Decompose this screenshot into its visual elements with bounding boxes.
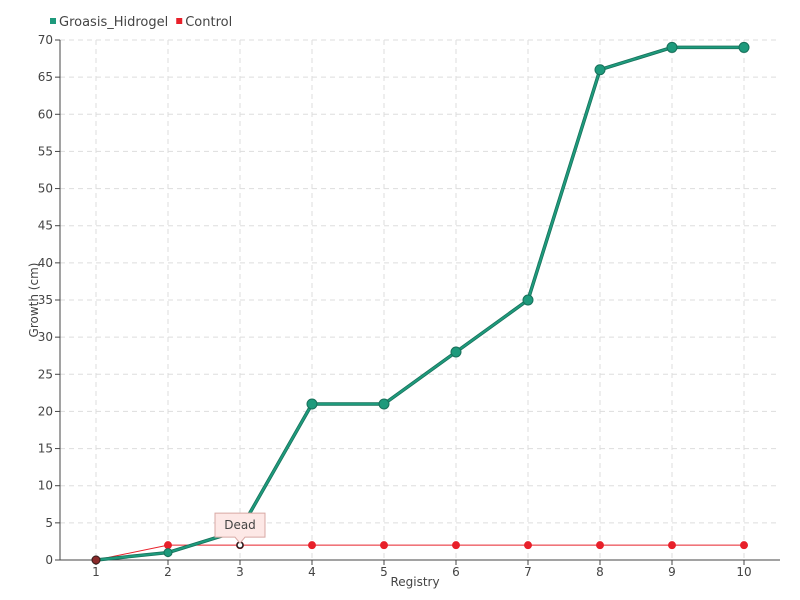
data-point[interactable] bbox=[666, 41, 678, 53]
y-tick-label: 40 bbox=[38, 256, 53, 270]
series-line bbox=[95, 46, 744, 561]
x-tick-label: 3 bbox=[236, 565, 244, 579]
annotation-text: Dead bbox=[224, 518, 256, 532]
data-point[interactable] bbox=[740, 541, 748, 550]
legend-label[interactable]: Groasis_Hidrogel bbox=[59, 15, 168, 30]
x-tick-label: 4 bbox=[308, 565, 316, 579]
x-tick-label: 2 bbox=[164, 565, 172, 579]
data-point[interactable] bbox=[308, 541, 316, 550]
y-tick-label: 35 bbox=[38, 293, 53, 307]
series-groasis-hidrogel bbox=[91, 41, 750, 565]
data-point[interactable] bbox=[594, 64, 606, 76]
data-point[interactable] bbox=[378, 398, 390, 410]
data-point[interactable] bbox=[452, 541, 460, 550]
x-tick-label: 1 bbox=[92, 565, 100, 579]
data-point[interactable] bbox=[380, 541, 388, 550]
data-point[interactable] bbox=[524, 541, 532, 550]
x-tick-label: 7 bbox=[524, 565, 532, 579]
data-point-origin bbox=[91, 555, 101, 565]
data-point[interactable] bbox=[522, 294, 534, 306]
legend-swatch bbox=[176, 18, 183, 24]
y-tick-label: 15 bbox=[38, 442, 53, 456]
data-point[interactable] bbox=[450, 346, 462, 358]
y-tick-label: 60 bbox=[38, 107, 53, 121]
y-tick-label: 10 bbox=[38, 479, 53, 493]
y-tick-label: 20 bbox=[38, 404, 53, 418]
series-line-shadow bbox=[95, 45, 744, 562]
x-tick-label: 8 bbox=[596, 565, 604, 579]
grid bbox=[60, 39, 780, 560]
y-tick-label: 25 bbox=[38, 367, 53, 381]
y-tick-label: 45 bbox=[38, 219, 53, 233]
series bbox=[91, 41, 750, 565]
series-line bbox=[95, 544, 744, 561]
legend-label[interactable]: Control bbox=[185, 15, 232, 30]
x-tick-label: 5 bbox=[380, 565, 388, 579]
x-tick-label: 9 bbox=[668, 565, 676, 579]
y-tick-label: 50 bbox=[38, 182, 53, 196]
y-axis-title: Growth (cm) bbox=[27, 263, 41, 338]
x-tick-label: 6 bbox=[452, 565, 460, 579]
data-point[interactable] bbox=[738, 41, 750, 53]
legend-swatch bbox=[50, 18, 56, 24]
data-point[interactable] bbox=[668, 541, 676, 550]
y-tick-label: 70 bbox=[38, 33, 53, 47]
annotations: Dead bbox=[214, 512, 266, 549]
data-point[interactable] bbox=[596, 541, 604, 550]
x-axis-title: Registry bbox=[390, 575, 439, 589]
legend: Groasis_Hidrogel Control bbox=[50, 15, 232, 30]
y-tick-label: 0 bbox=[45, 553, 53, 567]
y-tick-label: 55 bbox=[38, 144, 53, 158]
y-tick-label: 65 bbox=[38, 70, 53, 84]
data-point[interactable] bbox=[164, 541, 172, 550]
annotation-callout bbox=[214, 512, 266, 544]
y-tick-label: 5 bbox=[45, 516, 53, 530]
data-point[interactable] bbox=[163, 548, 173, 558]
y-tick-label: 30 bbox=[38, 330, 53, 344]
data-point[interactable] bbox=[306, 398, 318, 410]
x-tick-label: 10 bbox=[736, 565, 751, 579]
